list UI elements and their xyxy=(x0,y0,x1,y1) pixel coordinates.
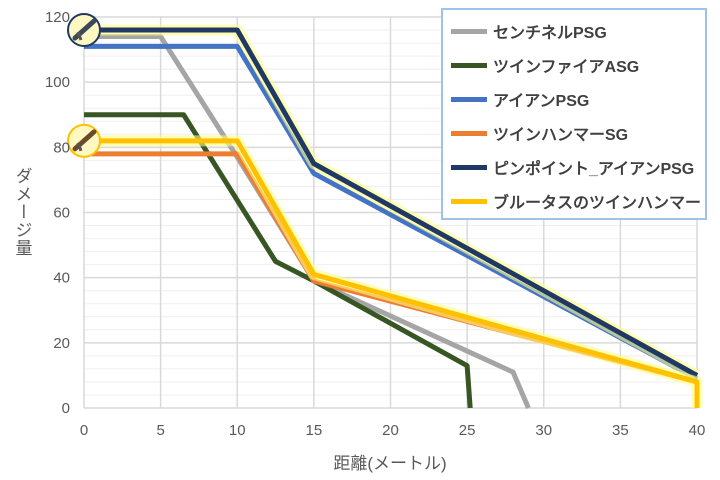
x-tick-label: 25 xyxy=(459,422,476,439)
x-tick-label: 10 xyxy=(229,422,246,439)
legend-swatch xyxy=(451,96,487,102)
legend-item: アイアンPSG xyxy=(451,82,705,116)
rifle-icon xyxy=(67,13,101,48)
x-tick-label: 20 xyxy=(382,422,399,439)
legend-label: アイアンPSG xyxy=(493,93,590,110)
y-tick-label: 20 xyxy=(53,335,70,352)
x-tick-label: 30 xyxy=(535,422,552,439)
series-line-2 xyxy=(84,43,699,381)
legend-item: ツインファイアASG xyxy=(451,48,705,82)
x-tick-label: 15 xyxy=(306,422,323,439)
legend-item: ピンポイント_アイアンPSG xyxy=(451,150,705,184)
shotgun-icon xyxy=(67,123,101,158)
x-tick-label: 5 xyxy=(156,422,164,439)
legend-label: ツインハンマーSG xyxy=(493,127,629,144)
legend-label: センチネルPSG xyxy=(493,25,607,42)
legend: センチネルPSG ツインファイアASG アイアンPSG ツインハンマーSG ピンポイント… xyxy=(441,8,707,220)
legend-swatch xyxy=(451,130,487,136)
series-line-4 xyxy=(84,27,699,378)
legend-label: ツインファイアASG xyxy=(493,59,640,76)
legend-swatch xyxy=(451,28,487,34)
y-axis-label: ダメージ量 xyxy=(13,167,33,257)
legend-swatch xyxy=(451,164,487,170)
legend-label: ピンポイント_アイアンPSG xyxy=(493,161,695,178)
x-tick-label: 0 xyxy=(80,422,88,439)
x-axis-label: 距離(メートル) xyxy=(333,454,446,473)
x-tick-label: 40 xyxy=(689,422,706,439)
y-tick-label: 100 xyxy=(45,74,70,91)
legend-item: ツインハンマーSG xyxy=(451,116,705,150)
x-tick-label: 35 xyxy=(612,422,629,439)
series-line-5 xyxy=(84,138,700,408)
legend-swatch xyxy=(451,62,487,68)
legend-swatch xyxy=(451,198,487,204)
y-tick-label: 80 xyxy=(53,139,70,156)
y-tick-label: 40 xyxy=(53,270,70,287)
legend-label: ブルータスのツインハンマー xyxy=(493,195,702,212)
y-tick-label: 120 xyxy=(45,9,70,26)
y-tick-label: 60 xyxy=(53,205,70,222)
legend-item: ブルータスのツインハンマー xyxy=(451,184,705,218)
series-line-1 xyxy=(84,112,473,409)
y-tick-label: 0 xyxy=(62,400,70,417)
legend-item: センチネルPSG xyxy=(451,14,705,48)
